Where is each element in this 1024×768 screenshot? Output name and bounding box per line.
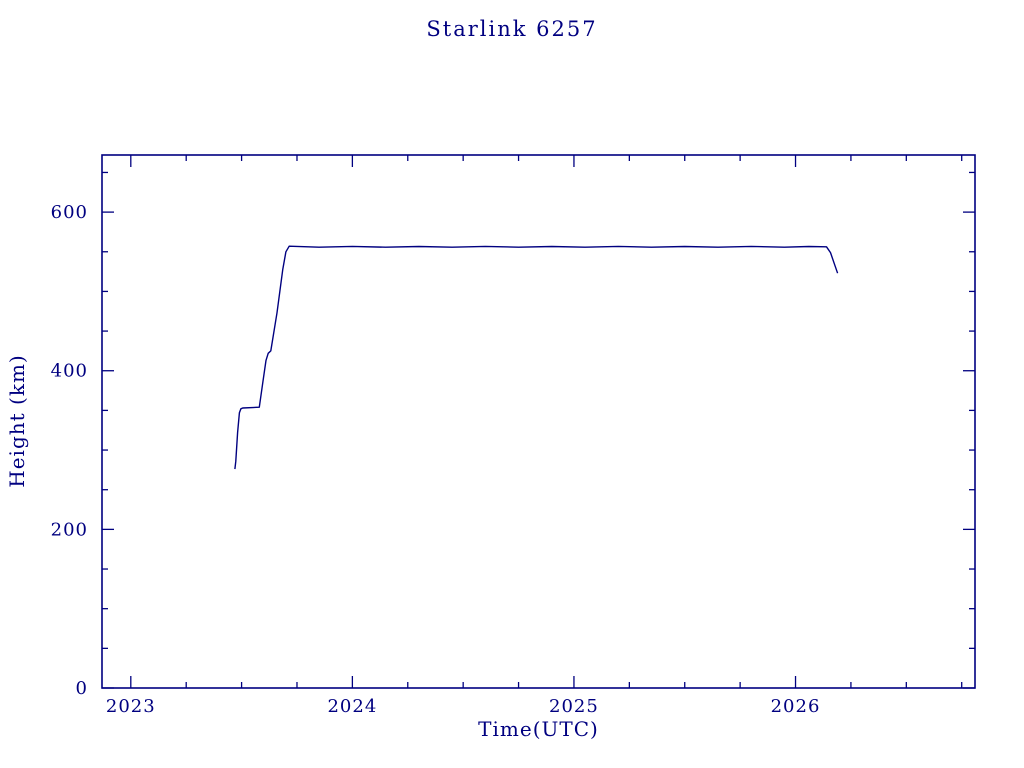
x-tick-label: 2023 (106, 696, 156, 717)
chart-title: Starlink 6257 (426, 17, 598, 41)
x-tick-label: 2024 (327, 696, 377, 717)
y-tick-label: 200 (51, 519, 88, 540)
y-tick-label: 600 (51, 202, 88, 223)
x-tick-label: 2025 (549, 696, 599, 717)
series-line-height-km (234, 245, 839, 470)
plot-frame (101, 154, 976, 689)
x-axis-label: Time(UTC) (478, 717, 599, 741)
y-tick-label: 0 (76, 678, 88, 699)
y-tick-label: 400 (51, 361, 88, 382)
x-tick-label: 2026 (771, 696, 821, 717)
